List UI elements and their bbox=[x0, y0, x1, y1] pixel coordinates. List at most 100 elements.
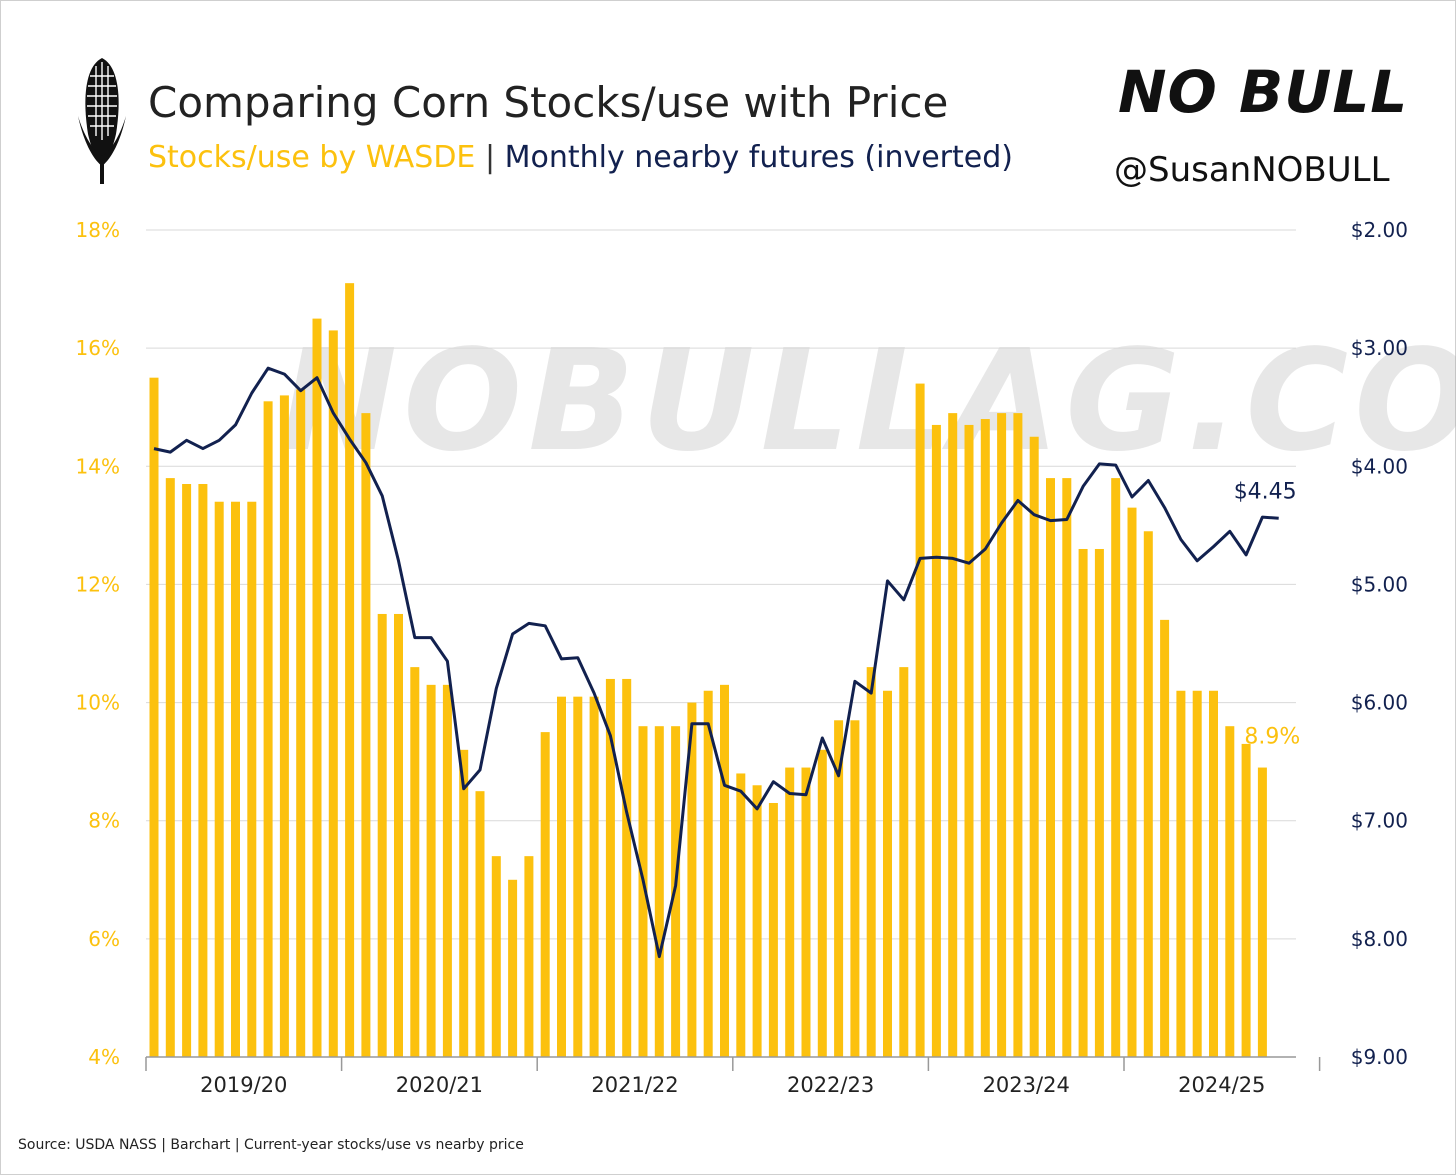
stocks-use-bar bbox=[1029, 436, 1039, 1057]
left-tick-label: 10% bbox=[76, 691, 120, 715]
price-line bbox=[153, 366, 1279, 959]
axes bbox=[145, 1056, 1321, 1071]
stocks-use-bar bbox=[1094, 548, 1104, 1057]
stocks-use-bar bbox=[557, 696, 566, 1057]
left-tick-label: 18% bbox=[76, 218, 120, 242]
x-tick-label: 2021/22 bbox=[591, 1073, 678, 1097]
stocks-use-bar bbox=[850, 720, 860, 1057]
brand-logo: NO BULL bbox=[1118, 58, 1408, 126]
stocks-use-bar bbox=[638, 726, 648, 1057]
stocks-use-bar bbox=[687, 702, 697, 1057]
stocks-use-bar bbox=[785, 767, 795, 1057]
stocks-use-bar bbox=[198, 484, 208, 1057]
stocks-use-bar bbox=[622, 678, 632, 1057]
stocks-use-bar bbox=[1257, 767, 1267, 1057]
right-tick-label: $9.00 bbox=[1351, 1045, 1408, 1069]
stocks-use-bar bbox=[312, 318, 322, 1057]
stocks-use-bar bbox=[442, 684, 452, 1057]
stocks-use-bar bbox=[1192, 690, 1202, 1057]
stocks-use-bar bbox=[426, 684, 436, 1057]
stocks-use-bar bbox=[328, 330, 338, 1058]
stocks-use-bar bbox=[997, 413, 1007, 1057]
right-tick-label: $2.00 bbox=[1351, 218, 1408, 242]
x-tick-label: 2024/25 bbox=[1178, 1073, 1265, 1097]
stocks-use-bar bbox=[703, 690, 713, 1057]
stocks-use-end-label: 8.9% bbox=[1244, 725, 1300, 750]
left-tick-label: 16% bbox=[76, 336, 120, 360]
watermark: NOBULLAG.COM bbox=[280, 320, 1456, 483]
stocks-use-bar bbox=[149, 377, 159, 1057]
stocks-use-bar bbox=[214, 501, 224, 1057]
stocks-use-bar bbox=[247, 501, 257, 1057]
subtitle-separator: | bbox=[484, 140, 496, 175]
stocks-use-bar bbox=[410, 667, 420, 1057]
left-tick-label: 6% bbox=[88, 927, 120, 951]
stocks-use-bar bbox=[377, 613, 387, 1057]
left-tick-label: 8% bbox=[88, 809, 120, 833]
stocks-use-bar bbox=[980, 419, 990, 1057]
stocks-use-bar bbox=[361, 413, 371, 1057]
stocks-use-bar bbox=[1241, 743, 1251, 1057]
stocks-use-bar bbox=[752, 785, 762, 1057]
stocks-use-bar bbox=[182, 484, 192, 1057]
corn-icon bbox=[74, 56, 130, 190]
subtitle-price: Monthly nearby futures (inverted) bbox=[504, 140, 1013, 175]
stocks-use-bar bbox=[899, 667, 909, 1057]
price-line-series bbox=[153, 366, 1279, 959]
stocks-use-bar bbox=[1176, 690, 1186, 1057]
stocks-use-bar bbox=[589, 696, 599, 1057]
stocks-use-bar bbox=[231, 501, 240, 1057]
stocks-use-bar bbox=[834, 720, 844, 1057]
stocks-use-bar bbox=[883, 690, 892, 1057]
stocks-use-bar bbox=[540, 732, 550, 1057]
stocks-use-bar bbox=[1209, 690, 1218, 1057]
right-tick-label: $4.00 bbox=[1351, 454, 1408, 478]
stocks-use-bar bbox=[801, 767, 811, 1057]
axis-labels: 4% 6% 8% 10% 12% 14% 16% 18% $2.00 $3.00 $4.00 $5.0… bbox=[76, 218, 1408, 1097]
right-tick-label: $7.00 bbox=[1351, 809, 1408, 833]
stocks-use-bar bbox=[279, 395, 289, 1057]
stocks-use-bar bbox=[491, 856, 501, 1057]
stocks-use-bar bbox=[817, 749, 827, 1057]
x-tick-label: 2022/23 bbox=[787, 1073, 874, 1097]
stocks-use-bar bbox=[948, 413, 958, 1057]
stocks-use-bar bbox=[573, 696, 583, 1057]
stocks-use-bar bbox=[296, 389, 306, 1057]
bar-series bbox=[149, 283, 1267, 1058]
right-tick-label: $3.00 bbox=[1351, 336, 1408, 360]
chart-subtitle: Stocks/use by WASDE | Monthly nearby fut… bbox=[148, 140, 1013, 175]
stocks-use-bar bbox=[475, 791, 485, 1057]
x-tick-label: 2019/20 bbox=[200, 1073, 287, 1097]
stocks-use-bar bbox=[263, 401, 273, 1057]
stocks-use-bar bbox=[736, 773, 746, 1057]
stocks-use-bar bbox=[931, 424, 941, 1058]
left-tick-label: 12% bbox=[76, 572, 120, 596]
stocks-use-bar bbox=[1013, 413, 1023, 1057]
stocks-use-bar bbox=[1160, 619, 1170, 1057]
stocks-use-bar bbox=[1062, 478, 1072, 1058]
stocks-use-bar bbox=[720, 684, 729, 1057]
stocks-use-bar bbox=[866, 667, 876, 1057]
stocks-use-bar bbox=[345, 283, 355, 1057]
x-tick-label: 2023/24 bbox=[983, 1073, 1070, 1097]
stocks-use-bar bbox=[964, 424, 974, 1058]
stocks-use-bar bbox=[165, 478, 175, 1058]
stocks-use-bar bbox=[508, 879, 518, 1057]
stocks-use-bar bbox=[524, 856, 534, 1057]
brand-text: NO BULL bbox=[1118, 58, 1409, 126]
price-end-label: $4.45 bbox=[1234, 479, 1297, 504]
source-note: Source: USDA NASS | Barchart | Current-y… bbox=[18, 1137, 524, 1153]
stocks-use-bar bbox=[768, 802, 778, 1057]
right-tick-label: $5.00 bbox=[1351, 572, 1408, 596]
stocks-use-bar bbox=[459, 749, 469, 1057]
stocks-use-bar bbox=[605, 678, 615, 1057]
stocks-use-bar bbox=[1143, 531, 1153, 1057]
stocks-use-bar bbox=[1127, 507, 1137, 1057]
chart-title: Comparing Corn Stocks/use with Price bbox=[148, 78, 949, 127]
right-tick-label: $8.00 bbox=[1351, 927, 1408, 951]
left-tick-label: 4% bbox=[88, 1045, 120, 1069]
stocks-use-bar bbox=[654, 726, 664, 1057]
x-tick-label: 2020/21 bbox=[396, 1073, 483, 1097]
stocks-use-bar bbox=[1111, 478, 1121, 1058]
